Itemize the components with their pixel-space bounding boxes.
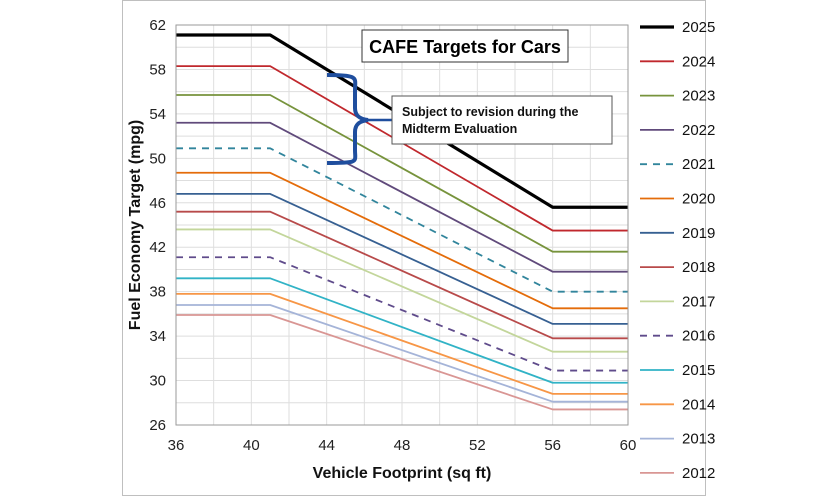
series-line-2023 bbox=[176, 94, 628, 253]
legend-label-2021: 2021 bbox=[682, 156, 715, 173]
x-tick-label: 60 bbox=[620, 437, 637, 454]
y-tick-label: 34 bbox=[149, 328, 166, 345]
series-line-2013 bbox=[176, 304, 628, 403]
x-tick-label: 48 bbox=[394, 437, 411, 454]
series-line-2021 bbox=[176, 147, 628, 293]
legend-label-2012: 2012 bbox=[682, 465, 715, 482]
legend-label-2019: 2019 bbox=[682, 225, 715, 242]
y-tick-label: 38 bbox=[149, 284, 166, 301]
series-line-2015 bbox=[176, 277, 628, 384]
legend-label-2025: 2025 bbox=[682, 19, 715, 36]
legend-label-2023: 2023 bbox=[682, 88, 715, 105]
y-axis-label: Fuel Economy Target (mpg) bbox=[127, 120, 144, 330]
series-line-2020 bbox=[176, 171, 628, 310]
y-tick-label: 62 bbox=[149, 17, 166, 34]
legend-label-2022: 2022 bbox=[682, 122, 715, 139]
chart-title: CAFE Targets for Cars bbox=[369, 37, 561, 57]
legend-label-2020: 2020 bbox=[682, 191, 715, 208]
legend: 2025 2024 2023 2022 2021 2020 2019 2018 2017 2016… bbox=[640, 19, 715, 482]
series-line-2012 bbox=[176, 314, 628, 411]
y-tick-label: 30 bbox=[149, 373, 166, 390]
annotation: Subject to revision during the Midterm E… bbox=[326, 73, 613, 165]
x-axis-label: Vehicle Footprint (sq ft) bbox=[313, 465, 492, 482]
y-tick-label: 50 bbox=[149, 150, 166, 167]
legend-label-2014: 2014 bbox=[682, 396, 715, 413]
series-line-2024 bbox=[176, 65, 628, 232]
legend-label-2013: 2013 bbox=[682, 431, 715, 448]
series-line-2022 bbox=[176, 121, 628, 273]
series-line-2014 bbox=[176, 292, 628, 395]
x-tick-label: 44 bbox=[318, 437, 335, 454]
legend-label-2024: 2024 bbox=[682, 53, 715, 70]
legend-label-2018: 2018 bbox=[682, 259, 715, 276]
annotation-brace bbox=[326, 73, 369, 165]
y-tick-label: 42 bbox=[149, 239, 166, 256]
chart-title-box: CAFE Targets for Cars bbox=[361, 29, 569, 63]
y-tick-label: 58 bbox=[149, 61, 166, 78]
series-line-2017 bbox=[176, 228, 628, 353]
grid-lines bbox=[175, 24, 629, 426]
x-tick-labels: 36 40 44 48 52 56 60 bbox=[168, 437, 637, 454]
x-tick-label: 36 bbox=[168, 437, 185, 454]
x-tick-label: 56 bbox=[544, 437, 561, 454]
series-line-2019 bbox=[176, 192, 628, 325]
y-tick-label: 26 bbox=[149, 417, 166, 434]
series-layer bbox=[176, 33, 628, 411]
x-tick-label: 40 bbox=[243, 437, 260, 454]
y-tick-labels: 26 30 34 38 42 46 50 54 58 62 bbox=[149, 17, 166, 434]
annotation-line-1: Subject to revision during the bbox=[402, 105, 578, 119]
annotation-line-2: Midterm Evaluation bbox=[402, 122, 517, 136]
legend-label-2016: 2016 bbox=[682, 328, 715, 345]
plot-border bbox=[175, 24, 629, 426]
legend-label-2017: 2017 bbox=[682, 293, 715, 310]
chart-frame bbox=[122, 0, 706, 496]
x-tick-label: 52 bbox=[469, 437, 486, 454]
annotation-box bbox=[391, 95, 613, 145]
legend-label-2015: 2015 bbox=[682, 362, 715, 379]
series-line-2018 bbox=[176, 210, 628, 340]
y-tick-label: 46 bbox=[149, 195, 166, 212]
y-tick-label: 54 bbox=[149, 106, 166, 123]
